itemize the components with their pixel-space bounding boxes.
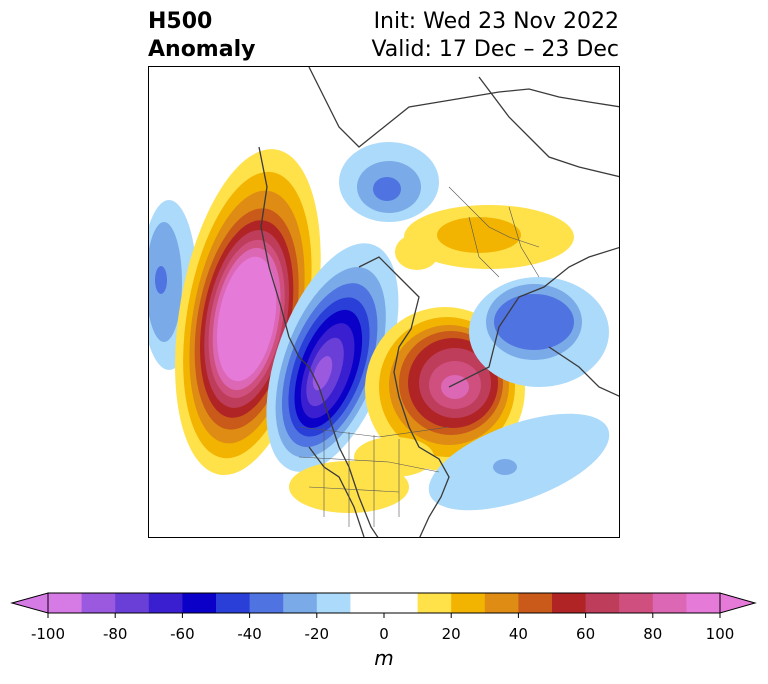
colorbar-cell	[384, 593, 419, 613]
colorbar-tick-label: 60	[576, 625, 596, 643]
colorbar-label: m	[374, 646, 394, 670]
colorbar-cell	[585, 593, 620, 613]
colorbar-cell	[249, 593, 284, 613]
colorbar-tick-label: 20	[441, 625, 461, 643]
valid-range: Valid: 17 Dec – 23 Dec	[371, 37, 619, 62]
colorbar-cell	[48, 593, 83, 613]
colorbar-cells	[48, 593, 721, 613]
colorbar-cell	[81, 593, 116, 613]
colorbar-cell	[148, 593, 183, 613]
colorbar-cell	[686, 593, 721, 613]
colorbar-cell	[552, 593, 587, 613]
colorbar-tick-label: 40	[508, 625, 528, 643]
colorbar-tick-label: -40	[237, 625, 262, 643]
colorbar-cell	[216, 593, 251, 613]
trough-central-asia	[428, 277, 610, 511]
colorbar-cell	[484, 593, 519, 613]
trough-western-north-america	[266, 243, 399, 472]
colorbar-cell	[417, 593, 452, 613]
colorbar-cell	[115, 593, 150, 613]
coastlines	[258, 67, 619, 537]
ridge-eurasia	[395, 205, 574, 270]
country-borders	[298, 186, 540, 527]
title-right: Init: Wed 23 Nov 2022 Valid: 17 Dec – 23…	[371, 8, 619, 64]
init-date: Init: Wed 23 Nov 2022	[373, 9, 619, 34]
colorbar-cell	[283, 593, 318, 613]
colorbar-tick-label: 0	[379, 625, 389, 643]
trough-arctic	[339, 142, 439, 222]
colorbar-tick-label: 100	[705, 625, 735, 643]
colorbar-extend-low	[10, 592, 49, 614]
title-type: Anomaly	[148, 37, 256, 62]
colorbar-cell	[182, 593, 217, 613]
colorbar-tick-label: -100	[30, 625, 66, 643]
colorbar-cell	[350, 593, 385, 613]
colorbar	[10, 592, 757, 618]
colorbar-tick-label: 80	[643, 625, 663, 643]
anomaly-map-canvas	[149, 67, 619, 537]
colorbar-tick-label: -20	[304, 625, 330, 643]
title-variable: H500	[148, 9, 213, 34]
colorbar-cell	[518, 593, 553, 613]
colorbar-cell	[619, 593, 654, 613]
colorbar-cell	[652, 593, 687, 613]
colorbar-tick-label: -60	[170, 625, 195, 643]
title-left: H500 Anomaly	[148, 8, 255, 64]
colorbar-cell	[451, 593, 486, 613]
colorbar-extend-high	[719, 592, 757, 614]
colorbar-tick-label: -80	[102, 625, 128, 643]
anomaly-map	[148, 66, 620, 538]
colorbar-cell	[316, 593, 351, 613]
